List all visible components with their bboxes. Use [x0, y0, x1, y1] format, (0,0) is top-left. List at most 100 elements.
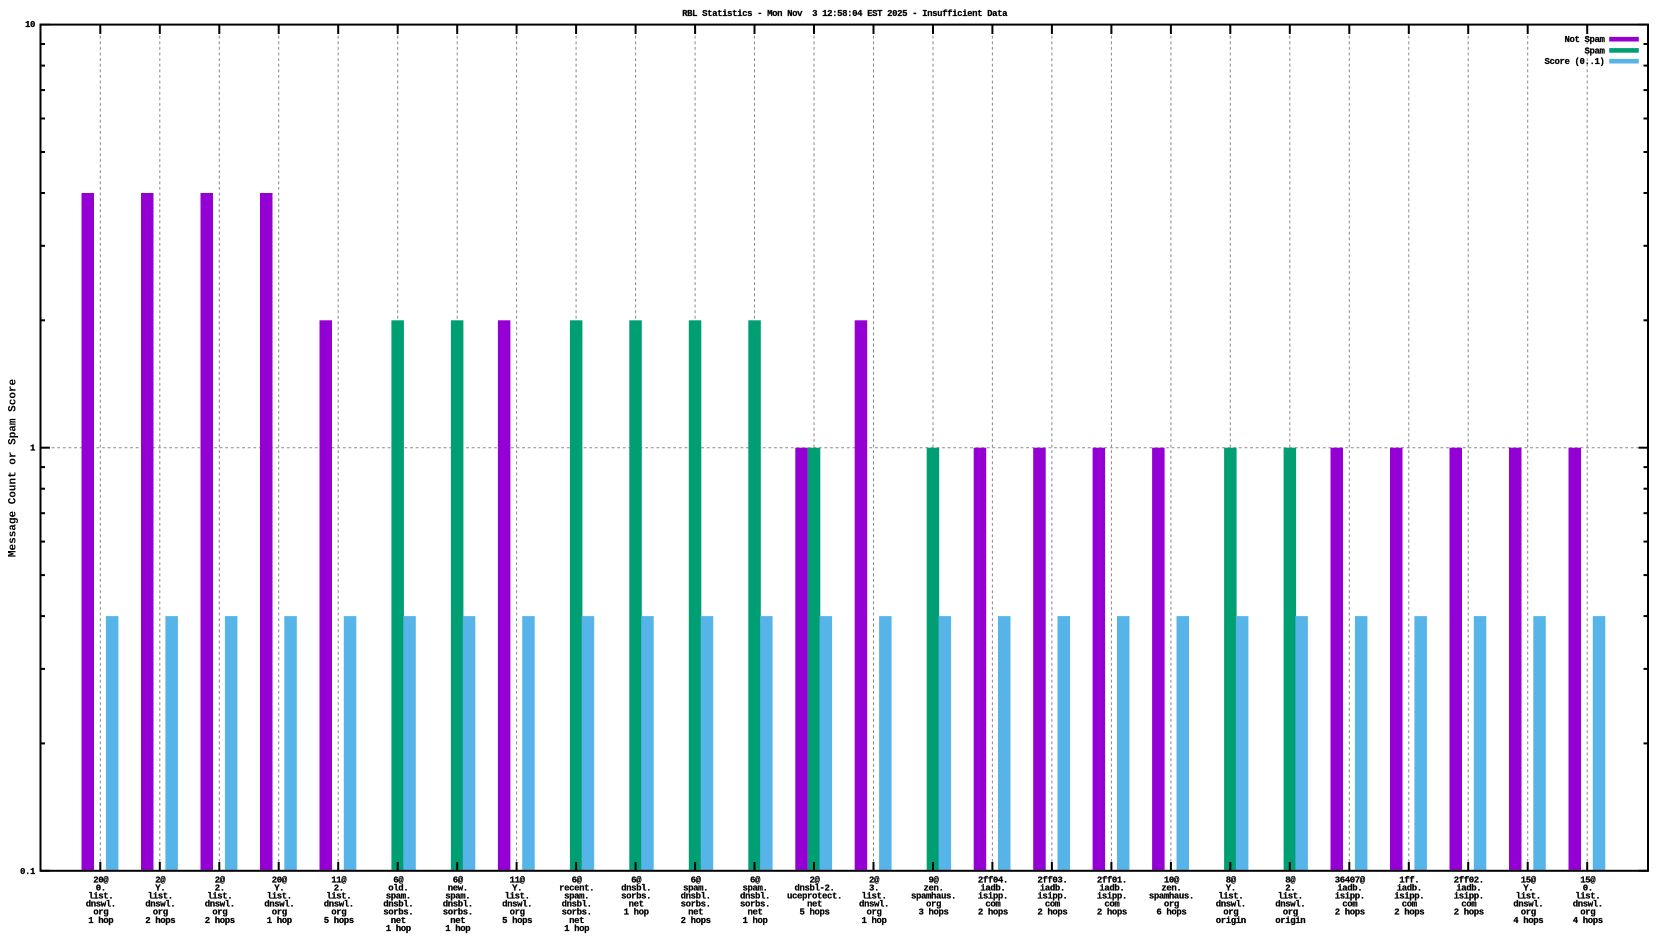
- svg-text:spam.: spam.: [445, 892, 470, 902]
- svg-text:dnswl.: dnswl.: [264, 900, 294, 910]
- svg-text:Y.: Y.: [512, 884, 522, 894]
- svg-text:Spam: Spam: [1584, 46, 1605, 56]
- svg-text:Score (0..1): Score (0..1): [1544, 57, 1604, 67]
- svg-text:2ff04.: 2ff04.: [978, 876, 1008, 886]
- svg-text:isipp.: isipp.: [978, 892, 1008, 902]
- svg-text:origin: origin: [1216, 916, 1246, 926]
- svg-text:iadb.: iadb.: [980, 884, 1005, 894]
- svg-text:spam.: spam.: [386, 892, 411, 902]
- svg-text:isipp.: isipp.: [1037, 892, 1067, 902]
- svg-text:iadb.: iadb.: [1456, 884, 1481, 894]
- svg-text:1: 1: [30, 444, 36, 454]
- svg-text:15@: 15@: [1521, 876, 1537, 886]
- svg-text:spamhaus.: spamhaus.: [911, 892, 956, 902]
- svg-text:dnswl.: dnswl.: [859, 900, 889, 910]
- svg-text:6@: 6@: [750, 876, 761, 886]
- svg-text:net: net: [688, 908, 703, 918]
- svg-text:5 hops: 5 hops: [324, 916, 354, 926]
- svg-text:list.: list.: [267, 892, 292, 902]
- svg-text:dnsbl.: dnsbl.: [681, 892, 711, 902]
- svg-text:5 hops: 5 hops: [502, 916, 532, 926]
- svg-text:1 hop: 1 hop: [861, 916, 886, 926]
- svg-text:6@: 6@: [393, 876, 404, 886]
- svg-text:net: net: [391, 916, 406, 926]
- svg-text:dnswl.: dnswl.: [502, 900, 532, 910]
- svg-text:com: com: [985, 900, 1001, 910]
- svg-text:sorbs.: sorbs.: [681, 900, 711, 910]
- svg-text:iadb.: iadb.: [1397, 884, 1422, 894]
- svg-text:8@: 8@: [1285, 876, 1296, 886]
- svg-text:dnswl.: dnswl.: [1513, 900, 1543, 910]
- svg-text:old.: old.: [388, 884, 408, 894]
- svg-text:list.: list.: [1218, 892, 1243, 902]
- svg-text:Y.: Y.: [155, 884, 165, 894]
- svg-text:org: org: [153, 908, 168, 918]
- svg-text:2 hops: 2 hops: [205, 916, 235, 926]
- svg-text:isipp.: isipp.: [1394, 892, 1424, 902]
- svg-text:1ff.: 1ff.: [1399, 876, 1419, 886]
- svg-text:2ff02.: 2ff02.: [1454, 876, 1484, 886]
- svg-text:spam.: spam.: [564, 892, 589, 902]
- svg-text:2 hops: 2 hops: [1394, 908, 1424, 918]
- svg-text:0.: 0.: [96, 884, 106, 894]
- svg-text:1 hop: 1 hop: [445, 924, 470, 934]
- svg-text:2 hops: 2 hops: [978, 908, 1008, 918]
- svg-text:1 hop: 1 hop: [267, 916, 292, 926]
- svg-text:net: net: [747, 908, 762, 918]
- svg-text:Y.: Y.: [274, 884, 284, 894]
- svg-text:org: org: [1580, 908, 1595, 918]
- svg-text:6 hops: 6 hops: [1156, 908, 1186, 918]
- svg-text:6@: 6@: [453, 876, 464, 886]
- svg-text:3 hops: 3 hops: [918, 908, 948, 918]
- svg-text:com: com: [1045, 900, 1061, 910]
- svg-text:list.: list.: [1516, 892, 1541, 902]
- svg-text:2@: 2@: [869, 876, 880, 886]
- svg-text:dnswl.: dnswl.: [1216, 900, 1246, 910]
- svg-text:dnsbl.: dnsbl.: [443, 900, 473, 910]
- svg-text:recent.: recent.: [559, 884, 594, 894]
- svg-text:net: net: [569, 916, 584, 926]
- svg-text:isipp.: isipp.: [1335, 892, 1365, 902]
- svg-text:dnsbl.: dnsbl.: [383, 900, 413, 910]
- svg-text:1 hop: 1 hop: [742, 916, 767, 926]
- svg-text:Y.: Y.: [1523, 884, 1533, 894]
- svg-text:sorbs.: sorbs.: [383, 908, 413, 918]
- svg-text:2.: 2.: [334, 884, 344, 894]
- svg-text:dnswl.: dnswl.: [86, 900, 116, 910]
- svg-text:org: org: [272, 908, 287, 918]
- svg-text:org: org: [926, 900, 941, 910]
- svg-text:1 hop: 1 hop: [624, 908, 649, 918]
- svg-text:6@: 6@: [691, 876, 702, 886]
- svg-text:com: com: [1342, 900, 1358, 910]
- svg-text:sorbs.: sorbs.: [562, 908, 592, 918]
- svg-text:1 hop: 1 hop: [88, 916, 113, 926]
- svg-text:dnswl.: dnswl.: [205, 900, 235, 910]
- svg-text:11@: 11@: [510, 876, 526, 886]
- svg-text:org: org: [331, 908, 346, 918]
- svg-text:new.: new.: [448, 884, 468, 894]
- svg-text:list.: list.: [88, 892, 113, 902]
- svg-text:10: 10: [25, 20, 35, 30]
- svg-text:org: org: [93, 908, 108, 918]
- svg-text:org: org: [212, 908, 227, 918]
- svg-text:iadb.: iadb.: [1337, 884, 1362, 894]
- svg-text:dnsbl-2.: dnsbl-2.: [794, 884, 834, 894]
- svg-text:origin: origin: [1275, 916, 1305, 926]
- svg-text:4 hops: 4 hops: [1573, 916, 1603, 926]
- svg-text:11@: 11@: [331, 876, 347, 886]
- svg-text:com: com: [1461, 900, 1477, 910]
- svg-text:list.: list.: [1575, 892, 1600, 902]
- svg-text:list.: list.: [148, 892, 173, 902]
- svg-text:spam.: spam.: [683, 884, 708, 894]
- svg-text:0.: 0.: [1583, 884, 1593, 894]
- svg-text:Not Spam: Not Spam: [1564, 35, 1605, 45]
- svg-text:list.: list.: [861, 892, 886, 902]
- svg-text:org: org: [1223, 908, 1238, 918]
- svg-text:dnsbl.: dnsbl.: [562, 900, 592, 910]
- svg-text:2@: 2@: [155, 876, 166, 886]
- svg-text:2@: 2@: [215, 876, 226, 886]
- svg-text:uceprotect.: uceprotect.: [787, 892, 842, 902]
- svg-text:zen.: zen.: [923, 884, 943, 894]
- svg-text:dnsbl.: dnsbl.: [740, 892, 770, 902]
- svg-text:2 hops: 2 hops: [1454, 908, 1484, 918]
